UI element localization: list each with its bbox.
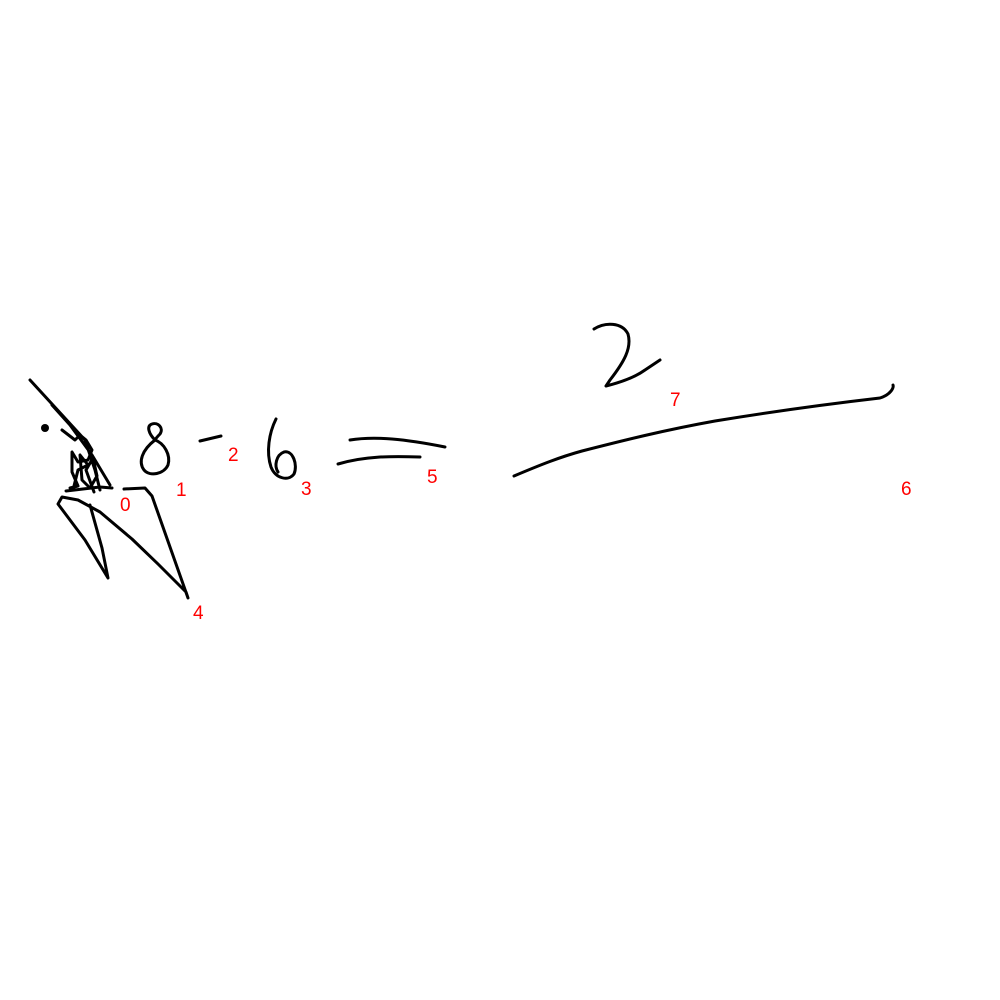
stroke-index-label: 5 <box>427 467 438 488</box>
ink-stroke-2 <box>198 434 223 443</box>
stroke-index-label: 0 <box>120 495 131 516</box>
ink-stroke-7 <box>592 322 662 388</box>
stroke-index-label: 6 <box>901 479 912 500</box>
stroke-index-label: 4 <box>193 603 204 624</box>
stroke-index-label: 2 <box>228 445 239 466</box>
ink-stroke-6 <box>512 383 895 478</box>
ink-stroke-1 <box>139 422 171 476</box>
ink-stroke-0 <box>28 378 114 494</box>
stroke-index-label: 3 <box>301 479 312 500</box>
ink-dot <box>41 424 49 432</box>
ink-stroke-5 <box>336 436 447 466</box>
ink-stroke-4 <box>56 486 190 600</box>
stroke-index-label: 1 <box>176 480 187 501</box>
stroke-index-label: 7 <box>670 390 681 411</box>
ink-stroke-3 <box>267 417 297 480</box>
